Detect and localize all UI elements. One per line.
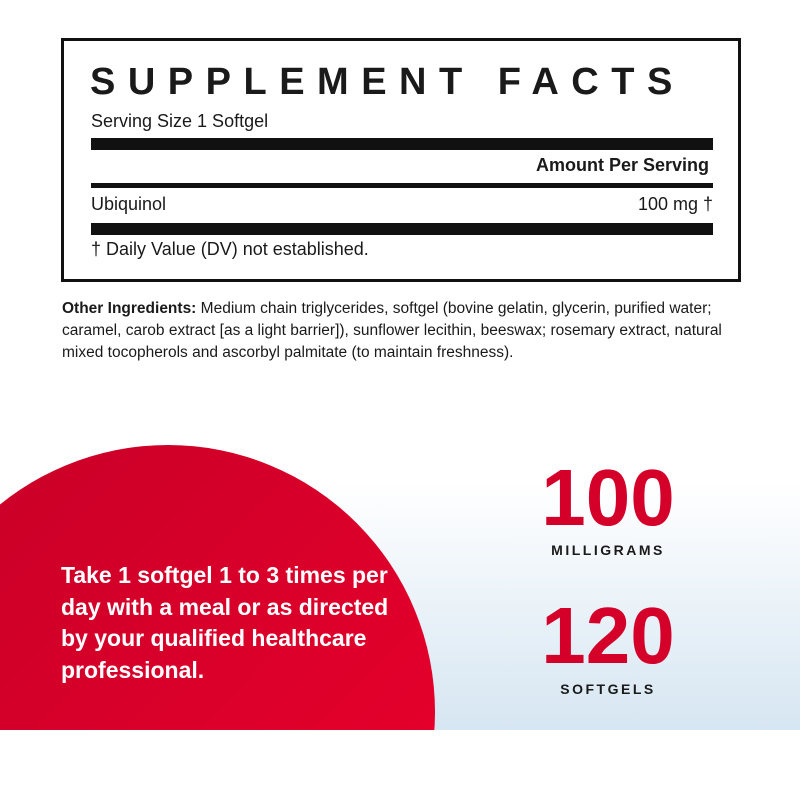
directions-text: Take 1 softgel 1 to 3 times per day with… bbox=[61, 562, 389, 683]
divider bbox=[91, 183, 713, 188]
other-ingredients: Other Ingredients: Medium chain triglyce… bbox=[62, 298, 752, 364]
other-ingredients-label: Other Ingredients: bbox=[62, 300, 197, 317]
supplement-facts-panel: SUPPLEMENT FACTS Serving Size 1 Softgel … bbox=[61, 38, 741, 282]
nutrient-amount: 100 mg † bbox=[637, 194, 713, 214]
nutrient-row: Ubiquinol 100 mg † bbox=[91, 194, 713, 215]
facts-title: SUPPLEMENT FACTS bbox=[90, 61, 685, 103]
amount-per-serving-header: Amount Per Serving bbox=[535, 155, 709, 175]
stat-milligrams-value: 100 bbox=[541, 453, 675, 542]
stat-softgels-value: 120 bbox=[541, 591, 675, 680]
directions-band: Take 1 softgel 1 to 3 times per day with… bbox=[0, 420, 800, 730]
dv-footnote: † Daily Value (DV) not established. bbox=[91, 239, 369, 259]
stat-softgels-label: SOFTGELS bbox=[560, 681, 656, 697]
serving-size: Serving Size 1 Softgel bbox=[91, 111, 269, 131]
divider-thick bbox=[91, 138, 713, 150]
other-ingredients-text: Medium chain triglycerides, softgel (bov… bbox=[62, 300, 722, 361]
stat-milligrams-label: MILLIGRAMS bbox=[551, 542, 665, 558]
divider-thick bbox=[91, 223, 713, 235]
nutrient-name: Ubiquinol bbox=[91, 194, 167, 214]
